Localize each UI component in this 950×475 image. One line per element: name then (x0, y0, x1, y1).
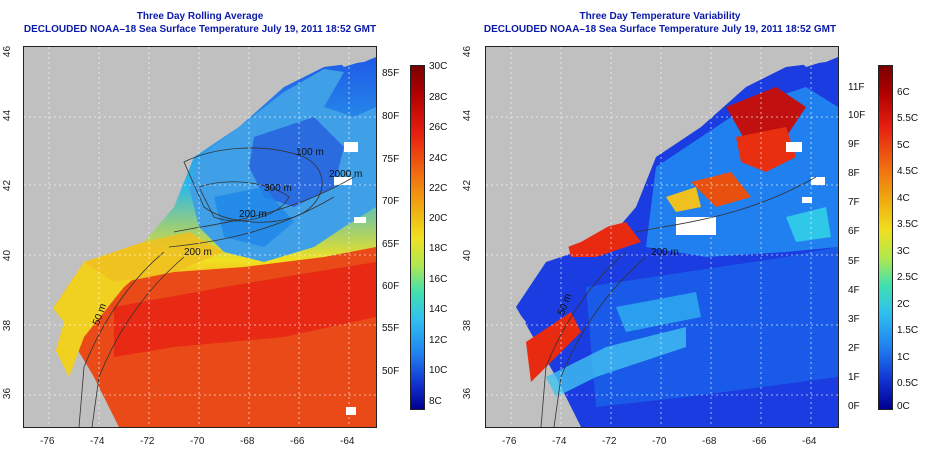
right-map-image (486, 47, 838, 427)
left-c-label: 14C (429, 304, 448, 315)
left-contour-label-2: 200 m (239, 209, 267, 220)
right-y-tick: 42 (462, 179, 474, 192)
left-f-label: 75F (382, 154, 400, 165)
left-y-tick: 44 (2, 109, 14, 122)
right-f-label: 0F (848, 401, 860, 412)
left-c-label: 28C (429, 92, 448, 103)
right-y-tick: 36 (462, 387, 474, 400)
left-f-label: 70F (382, 196, 400, 207)
right-c-label: 6C (897, 87, 910, 98)
left-y-tick: 46 (2, 45, 14, 58)
left-contour-label-1: 100 m (296, 147, 324, 158)
right-x-tick: -74 (552, 436, 567, 447)
left-c-label: 30C (429, 61, 448, 72)
left-f-label: 60F (382, 281, 400, 292)
right-f-label: 9F (848, 139, 860, 150)
right-x-tick: -64 (802, 436, 817, 447)
left-c-label: 10C (429, 365, 448, 376)
left-c-label: 18C (429, 243, 448, 254)
right-c-label: 3.5C (897, 219, 919, 230)
left-y-tick: 38 (2, 319, 14, 332)
left-c-label: 24C (429, 153, 448, 164)
left-f-label: 50F (382, 366, 400, 377)
left-c-label: 22C (429, 183, 448, 194)
right-y-tick: 38 (462, 319, 474, 332)
right-title-line2: DECLOUDED NOAA–18 Sea Surface Temperatur… (483, 24, 837, 35)
left-f-label: 65F (382, 239, 400, 250)
left-colorbar (410, 65, 425, 410)
right-x-tick: -72 (602, 436, 617, 447)
right-x-tick: -66 (752, 436, 767, 447)
left-f-label: 85F (382, 68, 400, 79)
left-y-tick: 40 (2, 249, 14, 262)
right-c-label: 5.5C (897, 113, 919, 124)
left-x-tick: -74 (90, 436, 105, 447)
right-f-label: 3F (848, 314, 860, 325)
right-title-line1: Three Day Temperature Variability (579, 11, 741, 22)
left-contour-label-5: 200 m (184, 247, 212, 258)
right-f-label: 2F (848, 343, 860, 354)
right-colorbar (878, 65, 893, 410)
left-f-label: 80F (382, 111, 400, 122)
left-map-image (24, 47, 376, 427)
right-c-label: 0.5C (897, 378, 919, 389)
left-c-label: 8C (429, 396, 442, 407)
right-y-tick: 46 (462, 45, 474, 58)
right-y-tick: 44 (462, 109, 474, 122)
right-c-label: 1C (897, 352, 910, 363)
right-c-label: 3C (897, 246, 910, 257)
left-sst-map: 100 m 200 m 300 m 2000 m 200 m 50 m (23, 46, 377, 428)
left-f-label: 55F (382, 323, 400, 334)
left-contour-label-3: 300 m (264, 183, 292, 194)
left-x-tick: -72 (140, 436, 155, 447)
right-f-label: 8F (848, 168, 860, 179)
left-x-tick: -64 (340, 436, 355, 447)
left-c-label: 12C (429, 335, 448, 346)
left-title-line1: Three Day Rolling Average (136, 11, 264, 22)
right-f-label: 7F (848, 197, 860, 208)
right-x-tick: -70 (652, 436, 667, 447)
left-title: Three Day Rolling Average DECLOUDED NOAA… (0, 10, 400, 36)
right-f-label: 1F (848, 372, 860, 383)
left-x-tick: -66 (290, 436, 305, 447)
right-c-label: 4.5C (897, 166, 919, 177)
left-c-label: 26C (429, 122, 448, 133)
right-c-label: 5C (897, 140, 910, 151)
right-f-label: 5F (848, 256, 860, 267)
left-x-tick: -68 (240, 436, 255, 447)
left-contour-label-4: 2000 m (329, 169, 363, 180)
left-c-label: 16C (429, 274, 448, 285)
left-c-label: 20C (429, 213, 448, 224)
left-x-tick: -76 (40, 436, 55, 447)
right-x-tick: -76 (502, 436, 517, 447)
right-contour-label-2: 200 m (651, 247, 679, 258)
right-c-label: 4C (897, 193, 910, 204)
left-title-line2: DECLOUDED NOAA–18 Sea Surface Temperatur… (23, 24, 377, 35)
right-title: Three Day Temperature Variability DECLOU… (460, 10, 860, 36)
right-c-label: 0C (897, 401, 910, 412)
right-variability-map: 50 m 200 m (485, 46, 839, 428)
right-c-label: 2.5C (897, 272, 919, 283)
right-f-label: 11F (848, 82, 865, 93)
left-y-tick: 36 (2, 387, 14, 400)
right-c-label: 1.5C (897, 325, 919, 336)
left-x-tick: -70 (190, 436, 205, 447)
right-x-tick: -68 (702, 436, 717, 447)
right-f-label: 10F (848, 110, 866, 121)
right-f-label: 6F (848, 226, 860, 237)
right-f-label: 4F (848, 285, 860, 296)
right-y-tick: 40 (462, 249, 474, 262)
right-c-label: 2C (897, 299, 910, 310)
left-y-tick: 42 (2, 179, 14, 192)
